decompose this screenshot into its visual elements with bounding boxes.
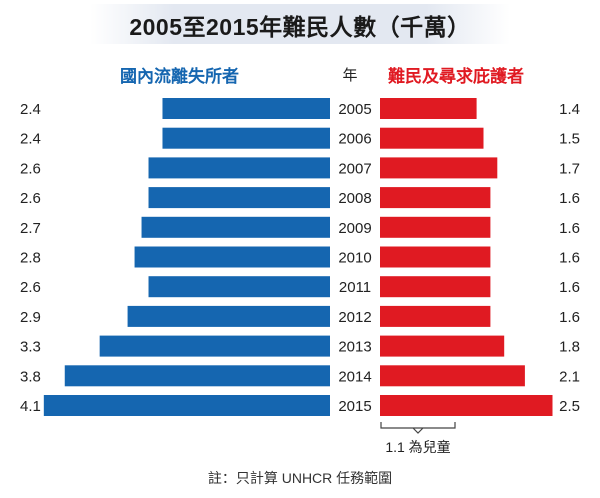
year-label-2014: 2014: [338, 368, 371, 385]
title-background: [90, 4, 510, 44]
value-left-2005: 2.4: [20, 101, 41, 118]
bar-right-2009: [380, 216, 491, 238]
bar-left-2015: [43, 395, 330, 416]
bar-right-2005: [380, 98, 477, 119]
chart-title: 2005至2015年難民人數（千萬）: [129, 14, 471, 40]
year-label-2015: 2015: [338, 398, 371, 415]
value-right-2010: 1.6: [559, 250, 580, 267]
bar-left-2006: [162, 127, 330, 149]
value-left-2014: 3.8: [20, 368, 41, 385]
bar-left-2005: [162, 98, 330, 119]
value-right-2006: 1.5: [559, 131, 580, 148]
footnote: 註：只計算 UNHCR 任務範圍: [207, 470, 393, 486]
value-right-2015: 2.5: [559, 398, 580, 415]
value-left-2012: 2.9: [20, 309, 41, 326]
bar-right-2014: [380, 365, 525, 387]
year-label-2006: 2006: [338, 131, 371, 148]
value-left-2006: 2.4: [20, 131, 41, 148]
value-left-2009: 2.7: [20, 220, 41, 237]
bar-left-2010: [134, 246, 330, 268]
bar-right-2010: [380, 246, 491, 268]
value-right-2007: 1.7: [559, 160, 580, 177]
value-left-2011: 2.6: [20, 279, 41, 296]
year-label-2013: 2013: [338, 339, 371, 356]
year-label-2009: 2009: [338, 220, 371, 237]
value-right-2014: 2.1: [559, 368, 580, 385]
bar-left-2014: [64, 365, 330, 387]
annotation-children: 1.1 為兒童: [385, 439, 450, 455]
year-label-2011: 2011: [339, 279, 371, 296]
legend-year-header: 年: [342, 67, 358, 84]
value-left-2015: 4.1: [20, 398, 41, 415]
bar-left-2007: [148, 157, 330, 179]
value-left-2013: 3.3: [20, 339, 41, 356]
value-right-2011: 1.6: [559, 279, 580, 296]
legend-right-series: 難民及尋求庇護者: [388, 67, 524, 86]
value-left-2010: 2.8: [20, 250, 41, 267]
year-label-2012: 2012: [338, 309, 371, 326]
bar-left-2011: [148, 276, 330, 298]
bar-right-2013: [380, 335, 505, 357]
year-label-2010: 2010: [338, 250, 371, 267]
year-label-2008: 2008: [338, 190, 371, 207]
value-left-2007: 2.6: [20, 160, 41, 177]
bar-right-2015: [380, 395, 553, 416]
bar-right-2011: [380, 276, 491, 298]
bar-left-2009: [141, 216, 330, 238]
bar-right-2007: [380, 157, 498, 179]
value-right-2005: 1.4: [559, 101, 580, 118]
annotation-bracket: [380, 422, 456, 434]
value-left-2008: 2.6: [20, 190, 41, 207]
bar-left-2012: [127, 305, 330, 327]
bar-left-2008: [148, 187, 330, 209]
value-right-2008: 1.6: [559, 190, 580, 207]
bar-left-2013: [99, 335, 330, 357]
legend-left-series: 國內流離失所者: [120, 67, 239, 86]
bar-right-2008: [380, 187, 491, 209]
year-label-2007: 2007: [338, 160, 371, 177]
bar-right-2012: [380, 305, 491, 327]
value-right-2009: 1.6: [559, 220, 580, 237]
year-label-2005: 2005: [338, 101, 371, 118]
value-right-2013: 1.8: [559, 339, 580, 356]
value-right-2012: 1.6: [559, 309, 580, 326]
bar-right-2006: [380, 127, 484, 149]
